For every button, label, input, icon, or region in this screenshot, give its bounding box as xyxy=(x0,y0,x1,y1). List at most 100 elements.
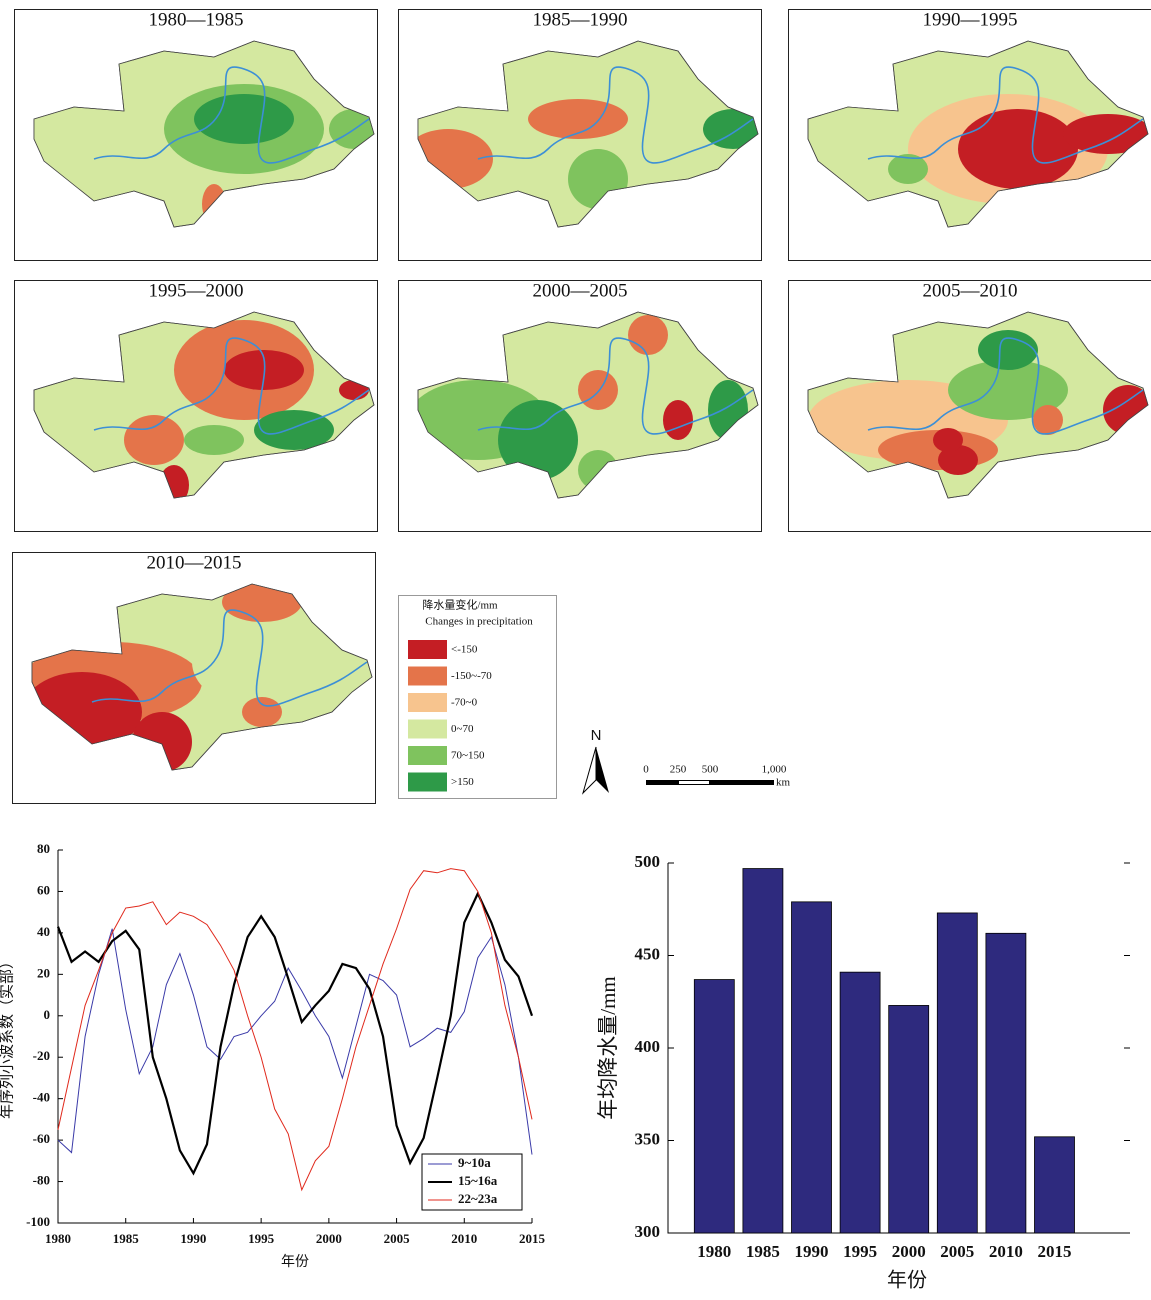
precip-region xyxy=(978,330,1038,370)
x-tick-label: 1980 xyxy=(697,1242,731,1261)
bar xyxy=(937,913,977,1233)
precip-region xyxy=(124,415,184,465)
x-axis-label: 年份 xyxy=(887,1269,927,1292)
y-tick-label: 400 xyxy=(635,1037,661,1056)
precip-region xyxy=(663,400,693,440)
panel-title: 1995—2000 xyxy=(149,280,244,301)
precip-region xyxy=(192,622,292,702)
x-tick-label: 1985 xyxy=(746,1242,780,1261)
precip-region xyxy=(184,425,244,455)
y-tick-label: -60 xyxy=(33,1131,50,1146)
panel-title: 1985—1990 xyxy=(533,9,628,30)
map-panel: 1990—1995 xyxy=(789,9,1151,260)
x-tick-label: 2010 xyxy=(451,1231,477,1246)
x-tick-label: 1990 xyxy=(795,1242,829,1261)
panel-title: 2005—2010 xyxy=(923,280,1018,301)
x-tick-label: 1985 xyxy=(113,1231,140,1246)
map-panel: 1985—1990 xyxy=(399,9,764,260)
x-tick-label: 1995 xyxy=(843,1242,877,1261)
precip-region xyxy=(958,109,1078,189)
legend-swatch xyxy=(408,693,447,712)
bar xyxy=(1035,1137,1075,1233)
north-arrow-fill xyxy=(596,747,609,793)
x-axis-label: 年份 xyxy=(281,1254,309,1270)
precip-region xyxy=(64,420,124,460)
legend-title: 降水量变化/mm xyxy=(422,598,498,612)
series-line xyxy=(58,869,532,1190)
bar xyxy=(889,1005,929,1233)
legend-label: -150~-70 xyxy=(451,670,492,682)
north-arrow xyxy=(583,747,596,793)
north-label: N xyxy=(591,727,602,744)
legend-swatch xyxy=(408,640,447,659)
legend-swatch xyxy=(408,667,447,686)
y-tick-label: 60 xyxy=(37,882,50,897)
scale-label: 500 xyxy=(702,764,719,776)
y-tick-label: 300 xyxy=(635,1222,661,1241)
legend-label: 9~10a xyxy=(458,1155,491,1170)
y-tick-label: 20 xyxy=(37,965,50,980)
scale-label: 1,000 xyxy=(762,764,787,776)
y-axis-label: 年均降水量/mm xyxy=(596,976,620,1120)
panel-title: 2000—2005 xyxy=(533,280,628,301)
y-axis-label: 年序列小波系数（实部） xyxy=(0,954,15,1119)
legend-label: 22~23a xyxy=(458,1191,498,1206)
map-panel: 2010—2015 xyxy=(13,552,376,803)
scale-bar-white xyxy=(679,781,709,784)
scale-unit: km xyxy=(776,777,791,789)
precip-region xyxy=(933,428,963,452)
precip-region xyxy=(608,69,668,109)
y-tick-label: -100 xyxy=(26,1214,50,1229)
precip-region xyxy=(242,697,282,727)
bar xyxy=(840,972,880,1233)
x-tick-label: 2015 xyxy=(519,1231,546,1246)
y-tick-label: -80 xyxy=(33,1173,50,1188)
map-panel: 1995—2000 xyxy=(15,280,378,531)
legend-label: 0~70 xyxy=(451,723,474,735)
x-tick-label: 2010 xyxy=(989,1242,1023,1261)
panel-title: 2010—2015 xyxy=(147,552,242,573)
y-tick-label: 350 xyxy=(635,1129,661,1148)
figure: 1980—19851985—19901990—19951995—20002000… xyxy=(0,0,1151,1295)
series-line xyxy=(58,894,532,1174)
x-tick-label: 2005 xyxy=(384,1231,411,1246)
precip-region xyxy=(628,315,668,355)
precip-region xyxy=(578,370,618,410)
legend-swatch xyxy=(408,746,447,765)
map-panel: 2000—2005 xyxy=(399,280,762,531)
bar xyxy=(792,902,832,1233)
scale-bar xyxy=(646,780,774,785)
bar xyxy=(986,933,1026,1233)
legend-label: 70~150 xyxy=(451,750,485,762)
legend-label: >150 xyxy=(451,776,474,788)
y-tick-label: 40 xyxy=(37,924,50,939)
y-tick-label: 80 xyxy=(37,841,50,856)
x-tick-label: 1995 xyxy=(248,1231,275,1246)
bar xyxy=(694,980,734,1233)
panel-title: 1980—1985 xyxy=(149,9,244,30)
x-tick-label: 2000 xyxy=(892,1242,926,1261)
panel-title: 1990—1995 xyxy=(923,9,1018,30)
y-tick-label: 450 xyxy=(635,944,661,963)
y-tick-label: 500 xyxy=(635,852,661,871)
bar xyxy=(743,869,783,1233)
series-line xyxy=(58,929,532,1155)
x-tick-label: 1990 xyxy=(180,1231,206,1246)
precip-region xyxy=(194,94,294,144)
y-tick-label: -40 xyxy=(33,1090,50,1105)
x-tick-label: 1980 xyxy=(45,1231,71,1246)
x-tick-label: 2000 xyxy=(316,1231,342,1246)
legend-label: 15~16a xyxy=(458,1173,498,1188)
legend-subtitle: Changes in precipitation xyxy=(425,616,533,628)
legend-label: -70~0 xyxy=(451,697,478,709)
legend-swatch xyxy=(408,720,447,739)
x-tick-label: 2015 xyxy=(1038,1242,1072,1261)
legend-swatch xyxy=(408,773,447,792)
map-panel: 2005—2010 xyxy=(789,280,1151,531)
scale-label: 250 xyxy=(670,764,687,776)
y-tick-label: -20 xyxy=(33,1048,50,1063)
map-panel: 1980—1985 xyxy=(4,9,379,260)
legend-label: <-150 xyxy=(451,644,478,656)
x-tick-label: 2005 xyxy=(940,1242,974,1261)
y-tick-label: 0 xyxy=(44,1007,51,1022)
